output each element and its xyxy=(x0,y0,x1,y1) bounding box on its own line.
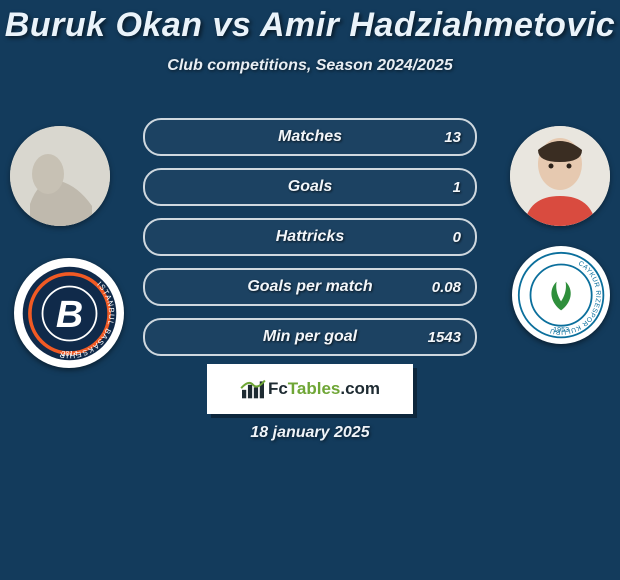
stat-row: Hattricks 0 xyxy=(143,218,477,256)
stat-label: Hattricks xyxy=(276,228,344,246)
stats-list: Matches 13 Goals 1 Hattricks 0 Goals per… xyxy=(0,118,620,368)
stat-value-right: 0 xyxy=(453,229,461,246)
stat-value-right: 13 xyxy=(444,129,461,146)
stat-label: Matches xyxy=(278,128,342,146)
brand-label: FcTables.com xyxy=(240,378,380,400)
brand-tld: .com xyxy=(340,379,380,399)
bar-chart-icon xyxy=(240,378,266,400)
stat-row: Min per goal 1543 xyxy=(143,318,477,356)
stat-label: Min per goal xyxy=(263,328,357,346)
stat-row: Matches 13 xyxy=(143,118,477,156)
stat-value-right: 0.08 xyxy=(432,279,461,296)
page-title: Buruk Okan vs Amir Hadziahmetovic xyxy=(0,0,620,45)
stat-label: Goals xyxy=(288,178,332,196)
footer-date: 18 january 2025 xyxy=(0,424,620,442)
stat-row: Goals 1 xyxy=(143,168,477,206)
stat-value-right: 1543 xyxy=(428,329,461,346)
brand-box: FcTables.com xyxy=(207,364,413,414)
stat-row: Goals per match 0.08 xyxy=(143,268,477,306)
brand-prefix: Fc xyxy=(268,379,288,399)
brand-suffix: Tables xyxy=(288,379,341,399)
comparison-infographic: Buruk Okan vs Amir Hadziahmetovic Club c… xyxy=(0,0,620,580)
stat-value-right: 1 xyxy=(453,179,461,196)
page-subtitle: Club competitions, Season 2024/2025 xyxy=(0,57,620,75)
stat-label: Goals per match xyxy=(247,278,372,296)
